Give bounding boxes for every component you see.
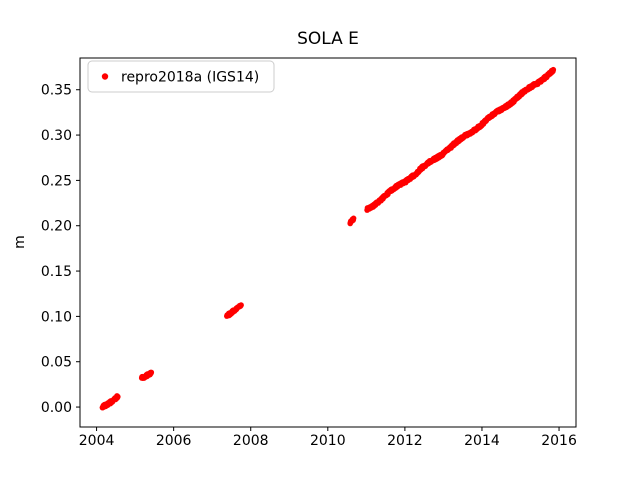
- x-tick-label: 2012: [387, 433, 423, 449]
- x-tick-label: 2016: [541, 433, 577, 449]
- x-tick-label: 2004: [79, 433, 115, 449]
- y-tick-label: 0.05: [41, 355, 72, 371]
- y-tick-label: 0.15: [41, 264, 72, 280]
- legend: repro2018a (IGS14): [87, 60, 275, 93]
- x-axis-ticks: 2004 2006 2008 2010 2012 2014 2016: [79, 427, 577, 449]
- data-point: [115, 393, 121, 400]
- data-point: [148, 369, 155, 376]
- legend-marker-icon: [101, 73, 109, 80]
- y-tick-label: 0.25: [41, 173, 72, 189]
- x-tick-label: 2006: [156, 433, 192, 449]
- data-points: [99, 66, 557, 411]
- y-tick-label: 0.20: [41, 219, 72, 235]
- y-tick-label: 0.10: [41, 309, 72, 325]
- plot-background: [80, 58, 576, 427]
- x-tick-label: 2014: [464, 433, 500, 449]
- y-axis-ticks: 0.00 0.05 0.10 0.15 0.20 0.25 0.30 0.35: [41, 83, 80, 416]
- x-tick-label: 2010: [310, 433, 346, 449]
- y-tick-label: 0.00: [41, 400, 72, 416]
- x-tick-label: 2008: [233, 433, 269, 449]
- data-point: [550, 66, 557, 73]
- y-tick-label: 0.30: [41, 128, 72, 144]
- legend-box: [87, 60, 275, 93]
- legend-label: repro2018a (IGS14): [121, 70, 259, 86]
- data-point: [350, 215, 357, 222]
- y-axis-label: m: [12, 235, 28, 249]
- data-point: [238, 302, 244, 308]
- chart-title: SOLA E: [297, 29, 359, 49]
- y-tick-label: 0.35: [41, 83, 72, 99]
